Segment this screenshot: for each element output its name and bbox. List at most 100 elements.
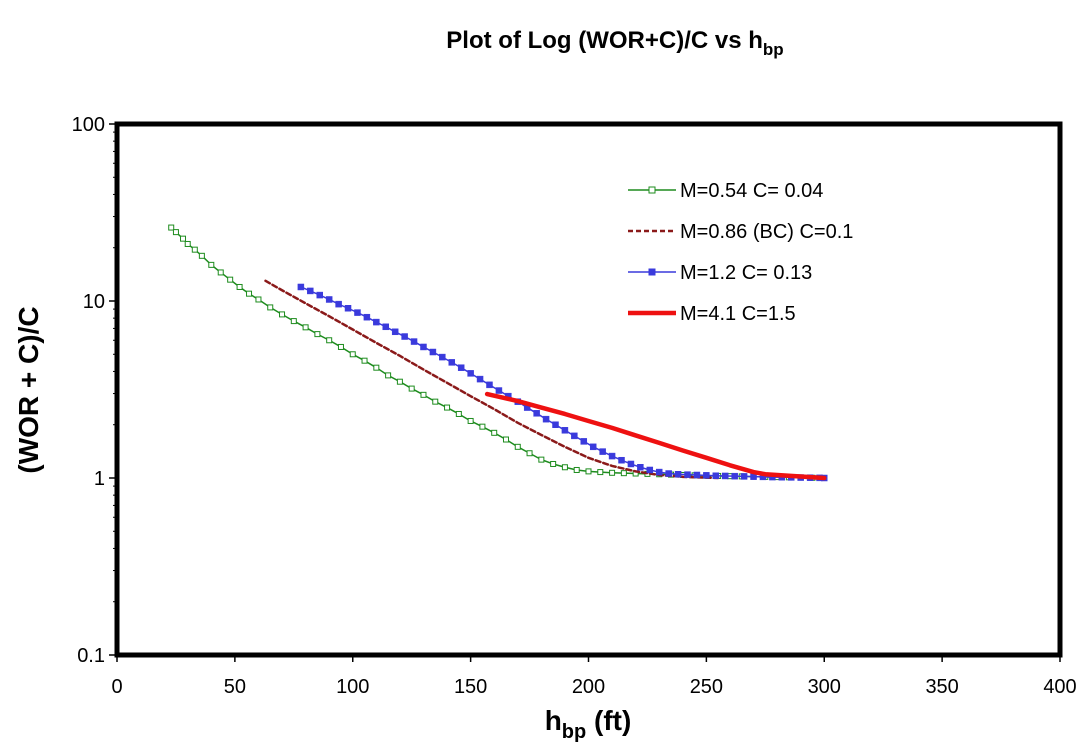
x-axis-label-subscript: bp — [562, 721, 586, 743]
data-point — [573, 466, 580, 473]
data-point — [349, 351, 356, 358]
data-point — [335, 300, 342, 308]
data-point — [172, 229, 179, 236]
data-point — [429, 348, 437, 356]
data-point — [290, 318, 297, 325]
data-point — [217, 269, 224, 276]
data-point — [476, 375, 484, 383]
series-line — [264, 279, 720, 480]
data-point — [316, 291, 323, 299]
data-point — [486, 381, 493, 389]
data-point — [208, 261, 215, 268]
x-tick-label: 50 — [224, 676, 246, 698]
data-point — [495, 387, 503, 394]
x-tick-label: 200 — [572, 676, 605, 698]
legend-label: M=1.2 C= 0.13 — [680, 262, 812, 284]
data-point — [457, 364, 465, 371]
data-point — [637, 464, 644, 471]
data-point — [444, 404, 451, 411]
data-point — [267, 304, 274, 311]
data-point — [455, 410, 462, 417]
data-point — [408, 385, 415, 392]
chart-title: Plot of Log (WOR+C)/C vs hbp — [446, 27, 783, 59]
data-point — [373, 364, 380, 371]
data-point — [693, 471, 701, 479]
y-tick-label: 1 — [94, 468, 105, 490]
data-point — [608, 452, 616, 460]
legend: M=0.54 C= 0.04 M=0.86 (BC) C=0.1 M=1.2 C= … — [628, 180, 853, 325]
data-point — [191, 246, 198, 253]
data-point — [227, 276, 234, 283]
chart-title-main: Plot of Log (WOR+C)/C vs h — [446, 27, 763, 54]
data-point — [401, 333, 408, 340]
series-2 — [264, 279, 720, 480]
data-point — [396, 378, 403, 385]
data-point — [731, 472, 738, 480]
data-point — [597, 469, 604, 476]
legend-label: M=0.54 C= 0.04 — [680, 180, 823, 202]
data-point — [344, 305, 352, 312]
data-point — [385, 372, 392, 379]
data-point — [302, 324, 309, 331]
data-point — [180, 235, 187, 242]
data-point — [589, 443, 597, 451]
series-layer — [168, 224, 828, 482]
data-point — [620, 470, 627, 477]
data-point — [703, 472, 710, 479]
x-axis-label: hbp (ft) — [545, 705, 632, 743]
data-point — [571, 432, 578, 440]
data-point — [491, 429, 498, 436]
ticks-layer: 0 50 100 150 200 250 300 350 400 0.1 1 10 100 — [72, 114, 1077, 698]
data-point — [646, 466, 654, 474]
x-tick-label: 250 — [690, 676, 723, 698]
data-point — [721, 472, 729, 480]
data-point — [325, 296, 333, 303]
y-tick-label: 0.1 — [77, 645, 105, 667]
data-point — [255, 296, 262, 303]
legend-marker — [648, 186, 656, 194]
data-point — [279, 311, 286, 318]
data-point — [674, 471, 682, 478]
data-point — [467, 417, 474, 424]
data-point — [297, 283, 305, 291]
legend-item: M=1.2 C= 0.13 — [628, 262, 812, 284]
data-point — [684, 471, 691, 478]
data-point — [585, 468, 592, 475]
chart-title-subscript: bp — [763, 40, 784, 59]
series-line — [484, 391, 827, 481]
data-point — [740, 473, 748, 480]
data-point — [655, 468, 663, 476]
y-axis-label: (WOR + C)/C — [13, 306, 44, 473]
data-point — [533, 410, 540, 417]
data-point — [580, 438, 588, 445]
data-point — [502, 436, 509, 443]
data-point — [542, 415, 550, 423]
data-point — [354, 309, 361, 316]
x-axis-label-suffix: (ft) — [586, 705, 631, 736]
data-point — [198, 252, 205, 259]
data-point — [599, 448, 606, 455]
data-point — [627, 460, 635, 468]
data-point — [410, 338, 418, 345]
data-point — [550, 460, 557, 467]
data-point — [467, 370, 474, 377]
data-point — [561, 427, 569, 434]
legend-label: M=0.86 (BC) C=0.1 — [680, 221, 853, 243]
data-point — [361, 357, 368, 364]
data-point — [184, 240, 191, 247]
data-point — [307, 287, 314, 295]
x-tick-label: 100 — [336, 676, 369, 698]
data-point — [538, 456, 545, 463]
data-point — [314, 331, 321, 338]
data-point — [420, 391, 427, 398]
series-4 — [484, 391, 827, 481]
data-point — [246, 290, 253, 297]
data-point — [326, 337, 333, 344]
x-tick-label: 350 — [925, 676, 958, 698]
data-point — [391, 328, 399, 336]
x-tick-label: 150 — [454, 676, 487, 698]
data-point — [479, 423, 486, 430]
x-tick-label: 0 — [111, 676, 122, 698]
data-point — [337, 343, 344, 350]
